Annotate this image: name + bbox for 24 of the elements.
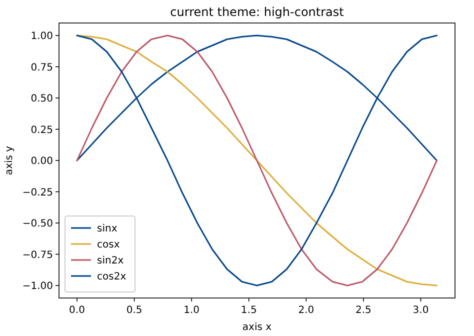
- x-tick-label: 2.0: [298, 305, 314, 316]
- y-tick-label: 0.00: [30, 156, 53, 167]
- x-tick-label: 1.5: [240, 305, 257, 316]
- y-tick-label: 0.25: [30, 124, 53, 136]
- x-tick-label: 1.0: [184, 305, 200, 316]
- x-tick-label: 0.5: [126, 305, 142, 316]
- x-tick-label: 3.0: [412, 305, 429, 316]
- chart-title: current theme: high-contrast: [170, 5, 344, 19]
- legend-label: sinx: [97, 224, 118, 234]
- legend-label: cos2x: [97, 272, 126, 282]
- y-tick-label: −0.75: [22, 250, 53, 261]
- y-tick-label: 1.00: [30, 31, 53, 42]
- line-series: [76, 34, 438, 286]
- y-tick-label: 0.50: [30, 94, 53, 104]
- legend-label: sin2x: [97, 256, 124, 266]
- y-tick-label: −0.25: [22, 187, 53, 198]
- y-tick-label: −0.50: [22, 218, 53, 230]
- x-tick-label: 0.0: [69, 305, 85, 316]
- legend-label: cosx: [97, 240, 120, 250]
- x-axis-title: axis x: [242, 322, 272, 333]
- y-tick-label: −1.00: [22, 281, 53, 292]
- x-tick-label: 2.5: [355, 305, 372, 316]
- y-axis-title: axis y: [4, 146, 15, 176]
- y-tick-label: 0.75: [30, 62, 53, 74]
